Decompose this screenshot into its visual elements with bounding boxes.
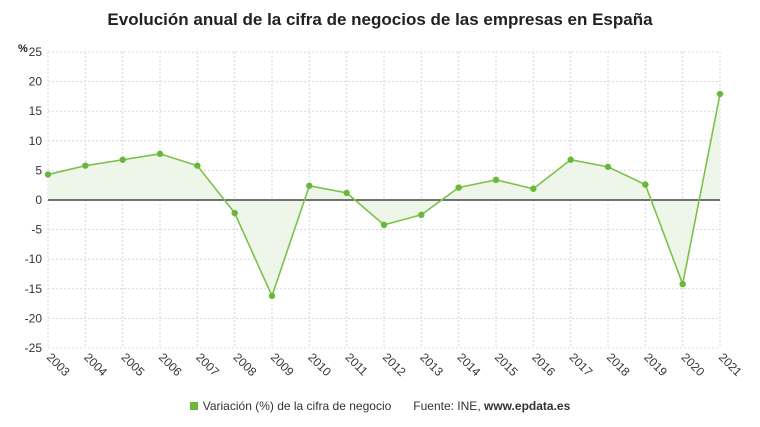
source-site: www.epdata.es: [484, 399, 571, 413]
y-tick-label: 15: [29, 104, 43, 118]
data-point: [716, 90, 724, 98]
x-tick-label: 2009: [268, 350, 297, 379]
y-tick-label: -5: [31, 223, 42, 237]
x-tick-label: 2014: [455, 350, 484, 379]
data-point: [455, 184, 462, 191]
y-tick-label: -25: [25, 341, 43, 355]
series-area: [48, 94, 720, 296]
chart-title: Evolución anual de la cifra de negocios …: [107, 10, 653, 29]
x-tick-label: 2017: [567, 350, 596, 379]
y-tick-label: 20: [29, 75, 43, 89]
data-point: [44, 171, 52, 178]
legend-swatch: [189, 402, 198, 410]
x-tick-label: 2007: [193, 350, 222, 379]
x-tick-label: 2003: [44, 350, 73, 379]
data-point: [530, 185, 537, 192]
data-point: [343, 189, 350, 197]
data-point: [306, 182, 313, 189]
x-axis-ticks: 2003 2004 2005 2006 2007 2008 2009 2010 2011 2012…: [44, 350, 745, 379]
x-tick-label: 2010: [305, 350, 334, 379]
data-point: [119, 156, 126, 163]
data-point: [604, 163, 612, 171]
y-tick-label: -15: [25, 282, 43, 296]
data-point: [231, 209, 238, 217]
x-tick-label: 2008: [231, 350, 260, 379]
area-fill: [48, 94, 720, 296]
data-point: [418, 211, 425, 218]
x-tick-label: 2018: [604, 350, 633, 379]
y-tick-label: 5: [35, 163, 42, 177]
source-note: Fuente: INE, www.epdata.es: [413, 399, 570, 413]
series-points: [44, 90, 724, 300]
y-tick-label: -10: [25, 252, 43, 266]
x-tick-label: 2021: [716, 350, 745, 379]
y-axis-ticks: 25 20 15 10 5 0 -5 -10 -15 -20 -25: [25, 45, 43, 355]
source-label: Fuente: INE,: [413, 399, 481, 413]
x-tick-label: 2011: [343, 350, 371, 378]
y-axis-label: %: [18, 43, 28, 55]
y-tick-label: 0: [35, 193, 42, 207]
x-tick-label: 2019: [641, 350, 670, 379]
y-tick-label: 10: [29, 134, 43, 148]
data-point: [82, 162, 89, 169]
x-tick-label: 2016: [529, 350, 558, 379]
y-tick-label: -20: [25, 311, 43, 325]
data-point: [492, 176, 500, 184]
data-point: [380, 221, 388, 229]
x-tick-label: 2012: [380, 350, 409, 379]
x-tick-label: 2020: [679, 350, 708, 379]
data-point: [194, 162, 201, 169]
x-tick-label: 2013: [417, 350, 446, 379]
data-point: [268, 292, 276, 300]
data-point: [156, 150, 164, 158]
data-point: [642, 181, 649, 188]
data-point: [679, 280, 686, 288]
x-tick-label: 2005: [119, 350, 148, 379]
legend: Variación (%) de la cifra de negocio Fuen…: [0, 399, 760, 413]
x-tick-label: 2004: [81, 350, 110, 379]
x-tick-label: 2015: [492, 350, 521, 379]
data-point: [567, 156, 574, 163]
y-tick-label: 25: [29, 45, 43, 59]
x-tick-label: 2006: [156, 350, 185, 379]
legend-label: Variación (%) de la cifra de negocio: [202, 399, 392, 413]
